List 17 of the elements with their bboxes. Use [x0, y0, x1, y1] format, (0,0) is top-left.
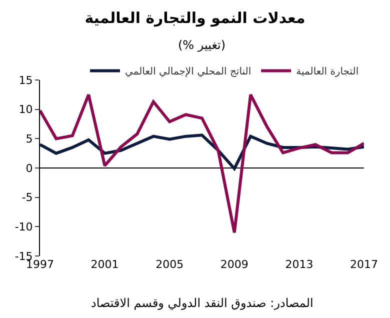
- legend-label: الناتج المحلي الإجمالي العالمي: [125, 66, 252, 78]
- chart-title: معدلات النمو والتجارة العالمية: [84, 9, 306, 28]
- y-tick-label: 0: [26, 162, 33, 175]
- y-tick-label: -5: [22, 191, 33, 204]
- y-tick-label: -10: [14, 220, 33, 234]
- x-tick-label: 2005: [156, 258, 184, 271]
- line-series: [40, 93, 364, 234]
- y-tick-label: 5: [26, 132, 33, 146]
- y-tick-label: 10: [18, 103, 33, 116]
- x-tick-label: 2009: [220, 258, 248, 271]
- x-tick-label: 2017: [350, 258, 378, 271]
- y-tick-label: 15: [18, 74, 33, 87]
- legend-label: التجارة العالمية: [296, 66, 359, 78]
- x-tick-label: 2001: [90, 258, 119, 271]
- chart-subtitle: (% تغيير): [178, 38, 226, 52]
- text: المصادر: صندوق النقد الدولي وقسم الاقتصاد: [91, 296, 314, 310]
- x-tick-label: 2013: [285, 258, 314, 271]
